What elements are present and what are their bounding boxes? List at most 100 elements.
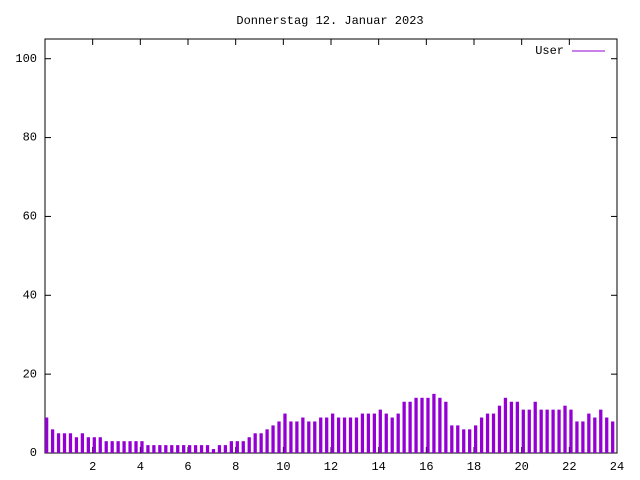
impulse [86, 437, 90, 453]
impulse [307, 421, 311, 453]
impulse [289, 421, 293, 453]
impulse [551, 409, 555, 453]
impulse [545, 409, 549, 453]
impulse [408, 401, 412, 453]
impulse [611, 421, 615, 453]
impulse [593, 417, 597, 453]
impulse [176, 445, 180, 453]
impulse [420, 397, 424, 453]
impulse [104, 441, 108, 453]
impulse [432, 393, 436, 453]
impulse [414, 397, 418, 453]
impulse [348, 417, 353, 453]
impulse [229, 441, 233, 453]
impulse [301, 417, 305, 453]
impulse [515, 401, 519, 453]
impulse [533, 401, 537, 453]
impulse [581, 421, 585, 453]
impulse [450, 425, 454, 453]
impulse [217, 445, 222, 453]
x-tick-label: 4 [137, 460, 144, 474]
impulse [372, 413, 376, 453]
impulse [587, 413, 591, 453]
impulse [140, 441, 144, 453]
impulse [128, 441, 132, 453]
impulse [188, 445, 192, 453]
impulse [325, 417, 329, 453]
impulse [563, 405, 567, 453]
impulse [98, 437, 102, 453]
impulse [378, 409, 382, 453]
impulse [241, 441, 245, 453]
impulse [605, 417, 609, 453]
x-tick-label: 12 [324, 460, 338, 474]
impulse [491, 413, 496, 453]
impulse [259, 433, 263, 453]
impulse [50, 429, 55, 453]
impulse [74, 437, 79, 453]
impulse [295, 421, 299, 453]
impulse [170, 445, 174, 453]
y-tick-label: 0 [30, 446, 37, 460]
x-tick-label: 22 [562, 460, 576, 474]
impulse [497, 405, 502, 453]
impulse [56, 433, 61, 453]
impulse [426, 397, 430, 453]
impulse [539, 409, 543, 453]
impulse [313, 421, 317, 453]
impulse [80, 433, 85, 453]
y-tick-label: 20 [23, 367, 37, 381]
impulse [366, 413, 371, 453]
impulse [390, 417, 394, 453]
impulse [223, 445, 228, 453]
x-tick-label: 18 [467, 460, 481, 474]
impulse [247, 437, 251, 453]
chart-title: Donnerstag 12. Januar 2023 [236, 14, 423, 28]
plot-border [44, 38, 618, 454]
impulse [444, 401, 448, 453]
impulse [265, 429, 269, 453]
impulse [503, 397, 508, 453]
impulse [277, 421, 281, 453]
impulse [182, 445, 186, 453]
impulse [193, 445, 198, 453]
impulse [199, 445, 204, 453]
impulse [331, 413, 335, 453]
x-tick-label: 8 [232, 460, 239, 474]
x-tick-label: 16 [419, 460, 433, 474]
impulse [462, 429, 466, 453]
impulse [45, 417, 49, 453]
impulse [360, 413, 365, 453]
impulse [211, 449, 216, 453]
impulse [509, 401, 514, 453]
y-tick-label: 40 [23, 288, 37, 302]
impulse [283, 413, 287, 453]
impulse [402, 401, 406, 453]
x-tick-label: 24 [610, 460, 624, 474]
impulse [205, 445, 210, 453]
impulse [354, 417, 359, 453]
x-tick-label: 6 [184, 460, 191, 474]
impulse [146, 445, 150, 453]
impulse [92, 437, 96, 453]
impulse [253, 433, 257, 453]
impulse [456, 425, 460, 453]
impulse [575, 421, 579, 453]
x-tick-label: 20 [514, 460, 528, 474]
impulse [521, 409, 525, 453]
y-tick-label: 80 [23, 131, 37, 145]
impulse [599, 409, 603, 453]
y-tick-label: 100 [15, 52, 37, 66]
impulse [479, 417, 484, 453]
x-tick-label: 2 [89, 460, 96, 474]
x-tick-label: 14 [371, 460, 385, 474]
impulse [110, 441, 114, 453]
impulse [134, 441, 138, 453]
impulse [68, 433, 73, 453]
impulse [62, 433, 67, 453]
impulse [557, 409, 561, 453]
impulse [569, 409, 573, 453]
impulse [468, 429, 472, 453]
